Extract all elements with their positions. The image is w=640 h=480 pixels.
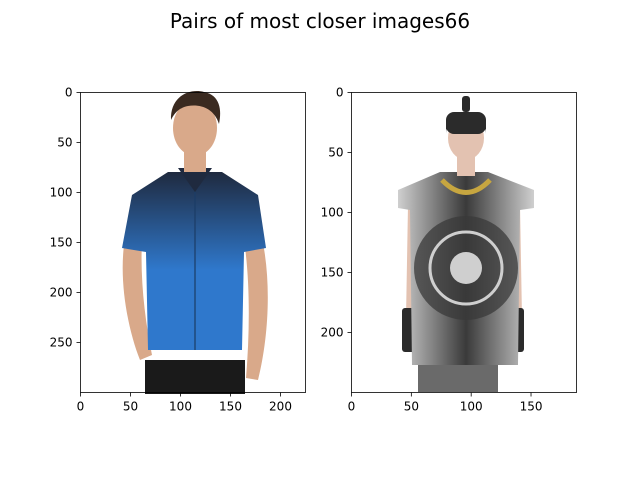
lower-body-shape [418, 360, 498, 392]
left-subplot: 0 50 100 150 200 0 50 100 150 200 250 [50, 86, 306, 414]
left-image-content [122, 91, 268, 394]
left-x-tick-label: 150 [219, 400, 242, 414]
left-x-tick-label: 100 [169, 400, 192, 414]
right-y-ticks: 0 50 100 150 200 [321, 86, 352, 340]
pants-shape [145, 360, 245, 394]
shirt-shape [122, 172, 266, 350]
neck-shape [184, 150, 206, 172]
left-x-tick-label: 0 [77, 400, 85, 414]
right-y-tick-label: 50 [328, 146, 343, 160]
figure-title: Pairs of most closer images66 [170, 9, 470, 33]
helmet-band [446, 112, 486, 134]
right-y-tick-label: 150 [321, 266, 344, 280]
right-y-tick-label: 100 [321, 206, 344, 220]
necklace-shape [440, 178, 492, 195]
head-shape [173, 100, 217, 156]
right-x-ticks: 0 50 100 150 [348, 392, 543, 414]
left-y-tick-label: 150 [50, 236, 73, 250]
medallion-inner [450, 252, 482, 284]
right-x-tick-label: 100 [460, 400, 483, 414]
left-y-tick-label: 200 [50, 286, 73, 300]
right-y-tick-label: 200 [321, 326, 344, 340]
right-subplot: 0 50 100 150 0 50 100 150 200 [321, 86, 577, 414]
left-y-tick-label: 50 [57, 136, 72, 150]
left-y-tick-label: 250 [50, 336, 73, 350]
left-y-ticks: 0 50 100 150 200 250 [50, 86, 81, 350]
hair-shape [170, 91, 221, 124]
left-y-tick-label: 0 [65, 86, 73, 100]
left-x-tick-label: 50 [123, 400, 138, 414]
left-x-tick-label: 200 [269, 400, 292, 414]
right-arm-shape [244, 238, 268, 380]
helmet-top [462, 96, 470, 112]
left-x-ticks: 0 50 100 150 200 [77, 392, 292, 414]
right-image-content [398, 96, 534, 392]
right-x-tick-label: 0 [348, 400, 356, 414]
left-y-tick-label: 100 [50, 186, 73, 200]
right-y-tick-label: 0 [336, 86, 344, 100]
right-x-tick-label: 50 [404, 400, 419, 414]
left-arm-shape [122, 238, 152, 360]
collar-shape [178, 168, 212, 192]
right-axes-frame [351, 92, 577, 393]
right-x-tick-label: 150 [520, 400, 543, 414]
medallion-ring [428, 230, 504, 306]
